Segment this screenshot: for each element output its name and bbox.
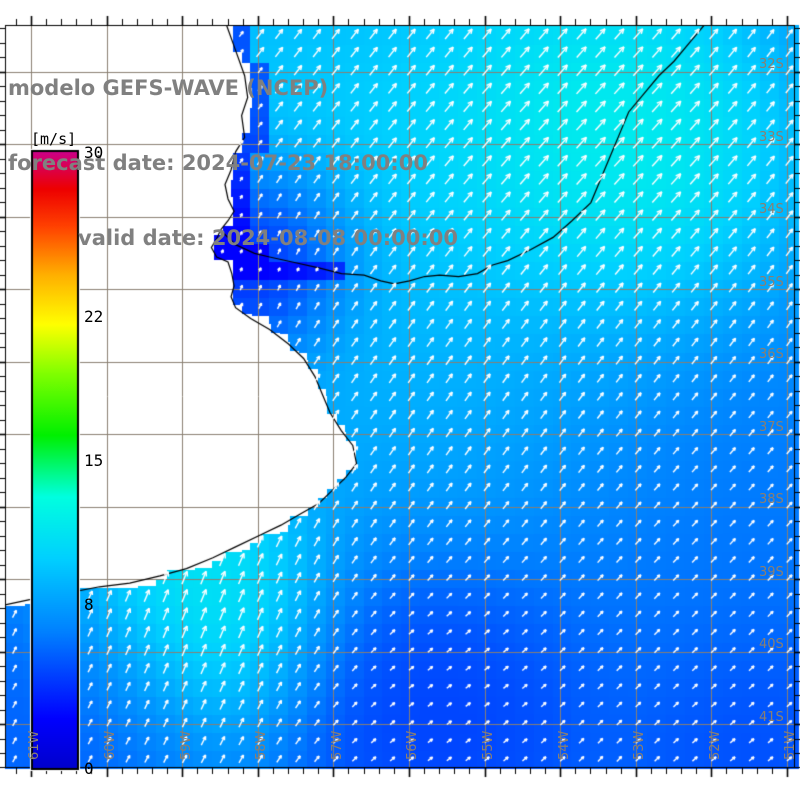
wind-forecast-map-app: modelo GEFS-WAVE (NCEP) forecast date: 2…: [0, 0, 800, 800]
wind-speed-map-canvas: [0, 0, 800, 800]
